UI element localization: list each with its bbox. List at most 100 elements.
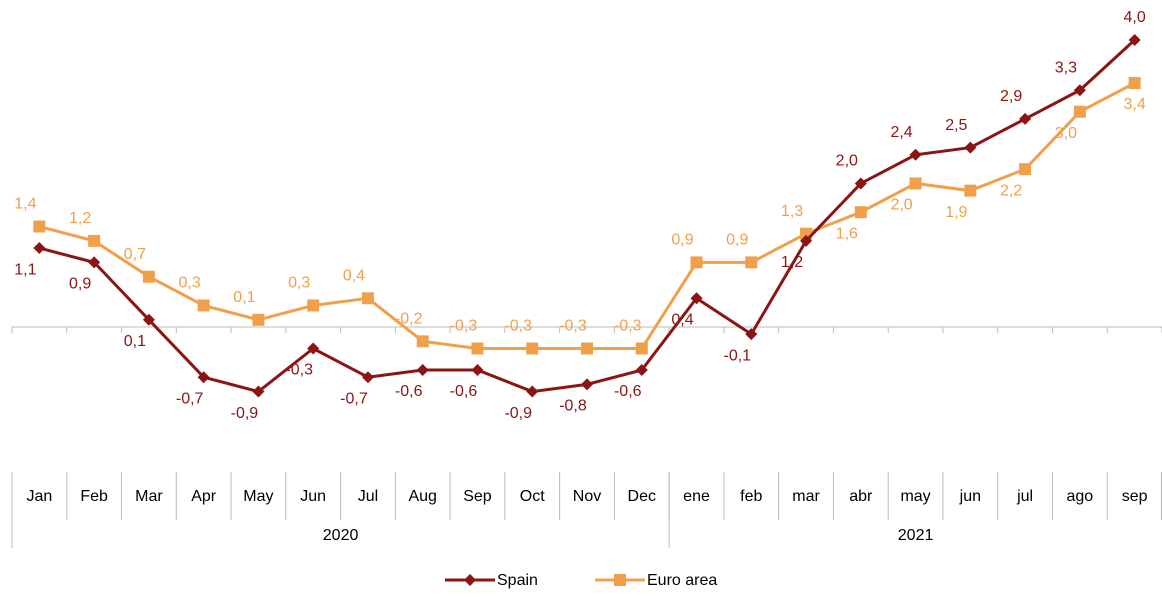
data-label: 1,3 [781, 203, 803, 220]
marker [635, 364, 648, 377]
data-label: -0,7 [340, 390, 368, 407]
x-tick-label: sep [1122, 488, 1148, 505]
marker [854, 177, 867, 190]
x-tick-label: mar [792, 488, 820, 505]
data-label: -0,6 [395, 383, 423, 400]
data-label: -0,2 [395, 311, 423, 328]
x-tick-label: jun [959, 488, 981, 505]
marker [800, 234, 813, 247]
marker [690, 256, 703, 269]
marker [471, 342, 484, 355]
data-label: 1,2 [781, 254, 803, 271]
marker [635, 342, 648, 355]
marker [142, 313, 155, 326]
marker [909, 148, 922, 161]
data-label: -0,9 [504, 405, 532, 422]
marker [964, 184, 977, 197]
data-label: -0,6 [614, 383, 642, 400]
data-label: 0,9 [726, 232, 748, 249]
legend-label: Spain [497, 572, 538, 589]
data-label: -0,3 [614, 318, 642, 335]
marker [690, 292, 703, 305]
x-tick-label: Jun [300, 488, 326, 505]
x-tick-label: feb [740, 488, 762, 505]
data-label: -0,3 [450, 318, 478, 335]
data-label: -0,1 [723, 347, 751, 364]
data-label: 1,6 [836, 225, 858, 242]
x-tick-label: ago [1067, 488, 1094, 505]
marker [88, 256, 101, 269]
group-label: 2020 [323, 527, 359, 544]
x-tick-label: Jul [358, 488, 378, 505]
data-label: 1,9 [945, 204, 967, 221]
data-label: 0,3 [179, 275, 201, 292]
data-label: 0,4 [343, 267, 365, 284]
marker [745, 328, 758, 341]
x-tick-label: jul [1016, 488, 1033, 505]
series-line [39, 38, 1136, 394]
marker [88, 234, 101, 247]
marker [471, 364, 484, 377]
marker [1073, 105, 1086, 118]
x-tick-label: Mar [135, 488, 163, 505]
marker [1128, 33, 1141, 46]
marker [854, 206, 867, 219]
marker [142, 270, 155, 283]
x-tick-label: Aug [408, 488, 436, 505]
data-label: 4,0 [1123, 9, 1145, 26]
marker [197, 371, 210, 384]
marker [361, 371, 374, 384]
marker [416, 335, 429, 348]
data-label: -0,9 [231, 405, 259, 422]
data-label: 0,4 [671, 311, 693, 328]
data-label: -0,3 [285, 362, 313, 379]
group-label: 2021 [898, 527, 934, 544]
data-label: -0,3 [559, 318, 587, 335]
x-tick-label: abr [849, 488, 873, 505]
data-label: 0,1 [233, 289, 255, 306]
data-label: 1,2 [69, 210, 91, 227]
x-tick-label: may [900, 488, 930, 505]
x-tick-label: Jan [26, 488, 52, 505]
data-label: 2,5 [945, 117, 967, 134]
data-label: 2,9 [1000, 88, 1022, 105]
data-label: 2,4 [890, 124, 912, 141]
x-tick-label: Sep [463, 488, 492, 505]
legend-marker [464, 574, 476, 586]
marker [581, 342, 593, 355]
x-tick-label: ene [683, 488, 710, 505]
data-label: -0,6 [450, 383, 478, 400]
data-label: 0,1 [124, 333, 146, 350]
marker [416, 364, 429, 377]
marker [1019, 112, 1032, 125]
marker [909, 177, 922, 190]
marker [1073, 84, 1086, 97]
x-tick-label: Dec [628, 488, 656, 505]
marker [1128, 77, 1141, 90]
data-label: 0,3 [288, 275, 310, 292]
marker [964, 141, 977, 154]
data-label: 2,0 [836, 153, 858, 170]
marker [361, 292, 374, 305]
data-label: 0,9 [671, 232, 693, 249]
marker [33, 220, 46, 233]
marker [745, 256, 758, 269]
marker [581, 378, 593, 391]
data-label: 0,7 [124, 246, 146, 263]
data-label: 2,2 [1000, 182, 1022, 199]
data-label: 2,0 [890, 197, 912, 214]
data-label: 3,0 [1055, 125, 1077, 142]
marker [526, 385, 539, 398]
legend-label: Euro area [647, 572, 717, 589]
x-tick-label: Feb [80, 488, 108, 505]
x-tick-label: Nov [573, 488, 601, 505]
marker [33, 242, 46, 255]
data-label: 1,1 [14, 261, 36, 278]
x-tick-label: May [243, 488, 273, 505]
legend-marker [614, 574, 626, 586]
data-label: 3,3 [1055, 59, 1077, 76]
data-label: 0,9 [69, 276, 91, 293]
marker [307, 299, 320, 312]
data-label: -0,8 [559, 398, 587, 415]
